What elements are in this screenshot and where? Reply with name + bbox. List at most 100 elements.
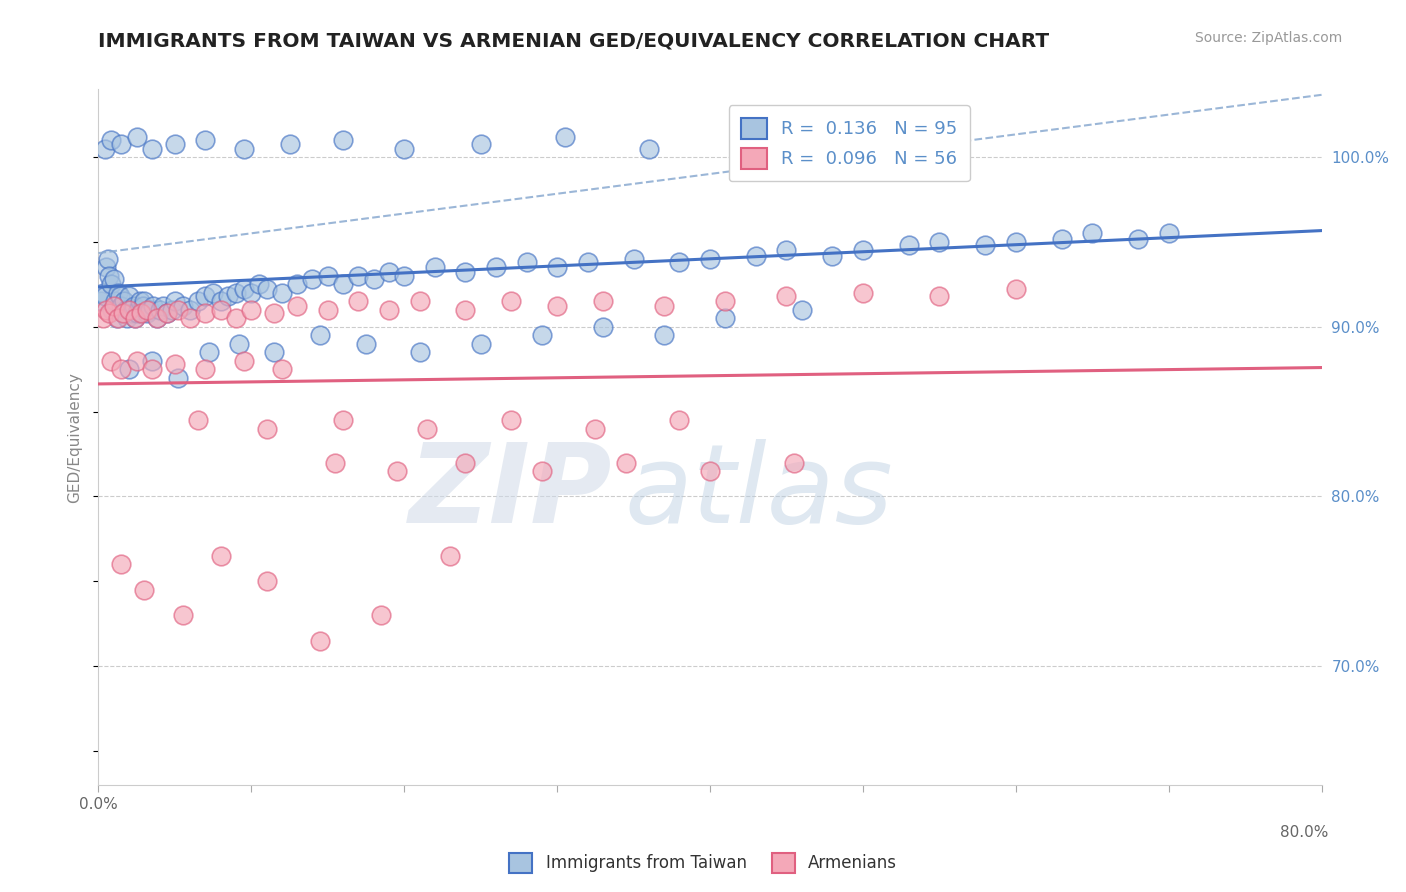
- Point: [110, 558, 132, 572]
- Point: [385, 464, 408, 478]
- Point: [156, 306, 179, 320]
- Point: [485, 260, 508, 275]
- Point: [163, 357, 186, 371]
- Point: [332, 277, 354, 292]
- Point: [614, 456, 637, 470]
- Point: [470, 336, 492, 351]
- Point: [256, 574, 278, 589]
- Point: [1157, 227, 1180, 241]
- Point: [316, 268, 339, 283]
- Point: [416, 421, 439, 435]
- Point: [928, 289, 950, 303]
- Point: [363, 272, 385, 286]
- Point: [132, 300, 155, 314]
- Point: [652, 300, 675, 314]
- Point: [93, 289, 115, 303]
- Point: [149, 302, 172, 317]
- Point: [217, 289, 239, 303]
- Point: [107, 311, 129, 326]
- Point: [652, 328, 675, 343]
- Point: [197, 345, 219, 359]
- Point: [546, 300, 568, 314]
- Point: [202, 285, 225, 300]
- Point: [583, 421, 606, 435]
- Point: [301, 272, 323, 286]
- Point: [163, 294, 186, 309]
- Point: [454, 302, 477, 317]
- Point: [240, 285, 263, 300]
- Point: [228, 336, 250, 351]
- Point: [332, 133, 354, 147]
- Point: [167, 370, 190, 384]
- Point: [821, 248, 844, 262]
- Point: [160, 302, 183, 317]
- Point: [554, 129, 576, 144]
- Point: [1128, 231, 1150, 245]
- Point: [1050, 231, 1073, 245]
- Point: [232, 282, 254, 296]
- Point: [790, 302, 813, 317]
- Point: [392, 268, 416, 283]
- Point: [638, 142, 661, 156]
- Point: [852, 285, 875, 300]
- Point: [194, 289, 217, 303]
- Point: [172, 300, 194, 314]
- Point: [576, 255, 599, 269]
- Point: [1081, 227, 1104, 241]
- Point: [100, 133, 122, 147]
- Point: [163, 136, 186, 151]
- Point: [194, 362, 217, 376]
- Point: [129, 306, 152, 320]
- Point: [125, 353, 148, 368]
- Point: [101, 302, 124, 317]
- Point: [156, 306, 179, 320]
- Point: [179, 302, 201, 317]
- Point: [501, 294, 523, 309]
- Point: [103, 300, 125, 314]
- Point: [347, 294, 370, 309]
- Legend: Immigrants from Taiwan, Armenians: Immigrants from Taiwan, Armenians: [502, 847, 904, 880]
- Point: [332, 413, 354, 427]
- Point: [623, 252, 645, 266]
- Point: [714, 311, 737, 326]
- Point: [378, 302, 401, 317]
- Point: [187, 294, 209, 309]
- Point: [107, 285, 129, 300]
- Point: [408, 294, 430, 309]
- Point: [100, 353, 122, 368]
- Point: [285, 277, 308, 292]
- Point: [110, 300, 132, 314]
- Point: [103, 272, 125, 286]
- Point: [668, 255, 690, 269]
- Text: 80.0%: 80.0%: [1281, 825, 1329, 840]
- Point: [136, 306, 159, 320]
- Point: [91, 311, 114, 326]
- Point: [194, 133, 217, 147]
- Point: [309, 328, 332, 343]
- Point: [668, 413, 690, 427]
- Point: [120, 302, 142, 317]
- Point: [125, 129, 148, 144]
- Point: [209, 549, 232, 563]
- Legend: R =  0.136   N = 95, R =  0.096   N = 56: R = 0.136 N = 95, R = 0.096 N = 56: [728, 105, 970, 181]
- Point: [124, 311, 146, 326]
- Point: [354, 336, 377, 351]
- Point: [98, 306, 121, 320]
- Point: [546, 260, 568, 275]
- Point: [325, 456, 347, 470]
- Point: [139, 302, 162, 317]
- Point: [145, 311, 167, 326]
- Point: [115, 302, 138, 317]
- Point: [141, 362, 163, 376]
- Point: [316, 302, 339, 317]
- Point: [1004, 235, 1026, 249]
- Point: [454, 265, 477, 279]
- Point: [118, 289, 141, 303]
- Point: [256, 282, 278, 296]
- Point: [94, 302, 117, 317]
- Point: [118, 362, 141, 376]
- Point: [91, 285, 114, 300]
- Point: [974, 238, 997, 252]
- Point: [1004, 282, 1026, 296]
- Point: [699, 464, 721, 478]
